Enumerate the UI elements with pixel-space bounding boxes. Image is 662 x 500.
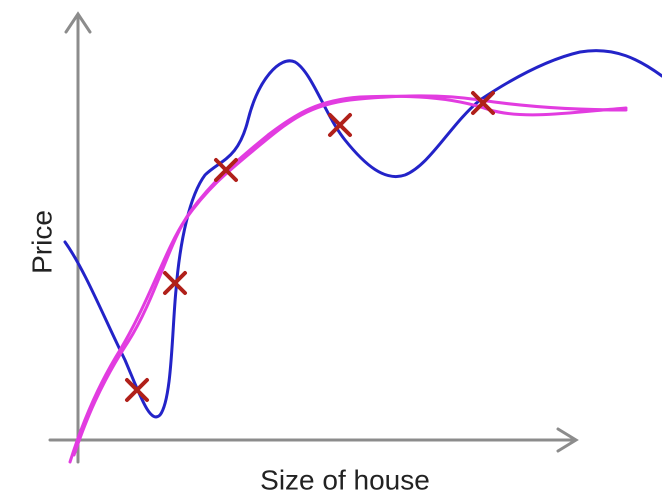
y-axis-label: Price [26, 210, 57, 274]
data-point [125, 378, 149, 402]
data-point [328, 113, 352, 137]
data-point [214, 158, 238, 182]
data-points [125, 91, 495, 402]
fit-curve [68, 94, 628, 464]
data-point [163, 271, 187, 295]
x-axis-label: Size of house [260, 464, 430, 495]
y-axis-arrow [64, 11, 92, 34]
data-point [471, 91, 495, 115]
overfit-curve [63, 49, 662, 419]
x-axis-arrow [556, 427, 579, 453]
